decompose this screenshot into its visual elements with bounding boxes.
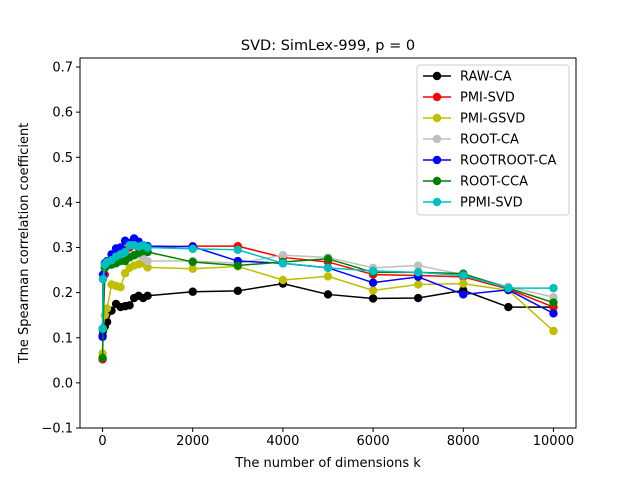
data-point bbox=[98, 274, 108, 284]
y-tick-label: 0.6 bbox=[52, 106, 73, 121]
y-axis-label: The Spearman correlation coefficient bbox=[17, 123, 32, 365]
y-tick-label: 0.1 bbox=[52, 331, 73, 346]
x-axis-label: The number of dimensions k bbox=[234, 456, 421, 471]
x-tick-label: 0 bbox=[98, 434, 106, 449]
data-point bbox=[459, 279, 468, 288]
data-point bbox=[120, 247, 130, 257]
data-point bbox=[413, 280, 423, 289]
data-point bbox=[549, 326, 558, 336]
legend-marker bbox=[432, 71, 442, 81]
x-tick-label: 6000 bbox=[357, 434, 390, 449]
data-point bbox=[368, 266, 378, 276]
data-point bbox=[323, 272, 333, 281]
data-point bbox=[278, 259, 288, 268]
legend-item: PMI-GSVD bbox=[423, 112, 525, 127]
data-point bbox=[368, 294, 378, 303]
legend-marker bbox=[432, 113, 442, 123]
data-point bbox=[413, 261, 423, 270]
x-tick-label: 10000 bbox=[533, 434, 574, 449]
data-point bbox=[233, 286, 243, 296]
legend-marker bbox=[432, 92, 442, 102]
data-point bbox=[143, 291, 152, 300]
legend-item: ROOT-CCA bbox=[423, 175, 528, 190]
data-point bbox=[323, 254, 333, 263]
data-point bbox=[504, 283, 513, 293]
data-point bbox=[102, 304, 112, 313]
data-point bbox=[188, 287, 197, 296]
data-point bbox=[413, 293, 423, 303]
y-tick-label: 0.5 bbox=[52, 151, 73, 166]
data-point bbox=[323, 263, 333, 273]
y-tick-label: 0.4 bbox=[52, 196, 73, 211]
data-point bbox=[143, 256, 152, 266]
data-point bbox=[368, 278, 378, 287]
data-point bbox=[98, 324, 107, 333]
data-point bbox=[323, 290, 333, 299]
data-point bbox=[549, 283, 558, 293]
x-tick-label: 4000 bbox=[266, 434, 299, 449]
y-tick-label: 0.3 bbox=[52, 241, 73, 256]
legend-label: ROOT-CA bbox=[460, 133, 519, 148]
legend-label: ROOT-CCA bbox=[460, 175, 528, 190]
data-point bbox=[98, 353, 107, 363]
data-point bbox=[459, 290, 468, 299]
y-tick-label: 0.7 bbox=[52, 61, 73, 76]
data-point bbox=[143, 243, 152, 252]
data-point bbox=[188, 244, 197, 254]
data-point bbox=[413, 268, 423, 277]
y-tick-label: −0.1 bbox=[41, 422, 73, 437]
legend-label: ROOTROOT-CA bbox=[460, 154, 556, 169]
legend-marker bbox=[432, 155, 442, 165]
legend-label: PMI-GSVD bbox=[460, 112, 525, 127]
data-point bbox=[549, 298, 558, 307]
legend-label: RAW-CA bbox=[460, 70, 512, 85]
data-point bbox=[278, 250, 288, 260]
legend-items: RAW-CA PMI-SVD PMI-GSVD ROOT-CA ROOTROOT-CA R… bbox=[423, 70, 556, 211]
series-ppmi-svd bbox=[98, 241, 558, 333]
data-point bbox=[368, 286, 378, 295]
legend-marker bbox=[432, 197, 442, 207]
data-point bbox=[143, 263, 152, 272]
legend-marker bbox=[432, 134, 442, 144]
data-point bbox=[278, 275, 288, 285]
legend: RAW-CA PMI-SVD PMI-GSVD ROOT-CA ROOTROOT-CA R… bbox=[416, 64, 570, 216]
legend-item: RAW-CA bbox=[423, 70, 512, 85]
data-point bbox=[102, 317, 112, 327]
legend-marker bbox=[432, 176, 442, 186]
data-point bbox=[188, 264, 197, 273]
legend-item: ROOT-CA bbox=[423, 133, 519, 148]
legend-frame bbox=[416, 64, 570, 216]
y-tick-label: 0.0 bbox=[52, 376, 73, 391]
legend-item: ROOTROOT-CA bbox=[423, 154, 556, 169]
data-point bbox=[188, 257, 197, 267]
data-point bbox=[504, 302, 513, 312]
legend-item: PPMI-SVD bbox=[423, 196, 523, 211]
data-point bbox=[459, 271, 468, 280]
data-point bbox=[233, 261, 243, 270]
x-tick-label: 2000 bbox=[176, 434, 209, 449]
data-point bbox=[116, 283, 125, 292]
series-layer bbox=[98, 234, 558, 364]
y-tick-label: 0.2 bbox=[52, 286, 73, 301]
legend-label: PMI-SVD bbox=[460, 91, 515, 106]
data-point bbox=[549, 309, 558, 318]
chart-title: SVD: SimLex-999, p = 0 bbox=[241, 38, 415, 54]
legend-item: PMI-SVD bbox=[423, 91, 515, 106]
axes-frame bbox=[79, 57, 577, 429]
legend-label: PPMI-SVD bbox=[460, 196, 523, 211]
tick-layer: 0 2000 4000 6000 8000 10000 −0.1 0.0 0.1 0.2 0.3 0.… bbox=[41, 61, 574, 449]
data-point bbox=[125, 301, 134, 310]
x-tick-label: 8000 bbox=[447, 434, 480, 449]
data-point bbox=[233, 245, 243, 254]
